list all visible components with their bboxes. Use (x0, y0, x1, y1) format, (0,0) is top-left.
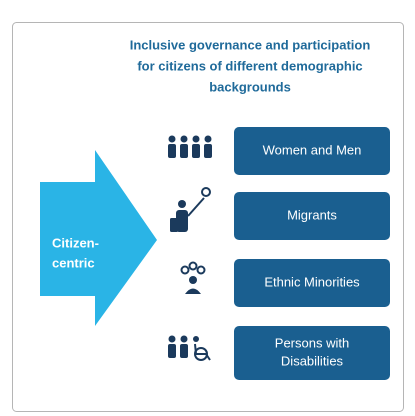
group-label: Women and Men (263, 142, 362, 157)
icon-migrant (170, 187, 211, 232)
icon-people (168, 135, 212, 158)
group-label: Persons with (275, 335, 349, 350)
group-label: Ethnic Minorities (264, 274, 360, 289)
title-line: backgrounds (209, 79, 291, 94)
icon-disability (168, 335, 211, 361)
arrow (40, 150, 157, 326)
title-line: for citizens of different demographic (137, 58, 362, 73)
icon-minorities (180, 261, 206, 294)
arrow-label: Citizen- (52, 235, 99, 250)
frame (12, 22, 404, 412)
group-box (234, 259, 390, 307)
group-box (234, 127, 390, 175)
group-label: Migrants (287, 207, 337, 222)
group-label: Disabilities (281, 353, 344, 368)
title-line: Inclusive governance and participation (130, 37, 371, 52)
arrow-label: centric (52, 255, 95, 270)
group-box (234, 192, 390, 240)
group-box (234, 326, 390, 380)
